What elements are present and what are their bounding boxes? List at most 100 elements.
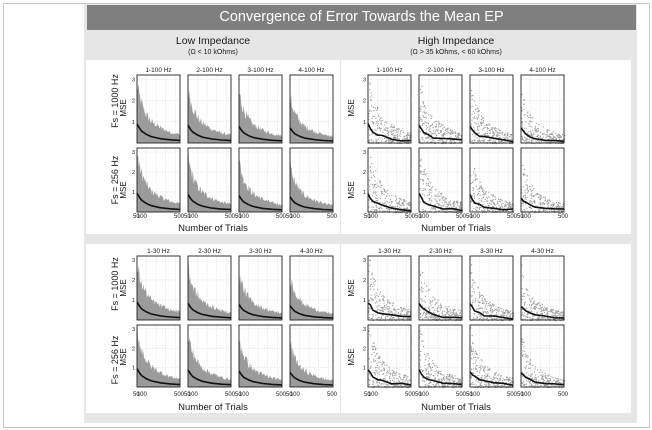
error-point [447, 379, 449, 381]
error-point [370, 366, 372, 368]
error-point [528, 141, 530, 143]
error-point [432, 362, 434, 364]
error-point [548, 381, 550, 383]
x-tick-label: 50 [364, 392, 371, 398]
subplot-frame [136, 255, 181, 321]
error-point [511, 143, 513, 145]
error-point [419, 363, 421, 365]
subplot-frame [187, 255, 232, 321]
error-point [434, 299, 436, 301]
error-point [550, 207, 552, 209]
error-point [522, 138, 524, 140]
error-point [398, 200, 400, 202]
error-point [525, 184, 527, 186]
error-point [483, 371, 485, 373]
error-point [403, 309, 405, 311]
error-point [443, 204, 445, 206]
error-point [550, 309, 552, 311]
error-point [533, 200, 535, 202]
error-point [551, 384, 553, 386]
error-point [459, 378, 461, 380]
error-point [406, 313, 408, 315]
error-point [420, 106, 422, 108]
error-point [503, 383, 505, 385]
error-point [486, 376, 488, 378]
error-point [484, 124, 486, 126]
subplot-frame [469, 74, 514, 144]
error-point [557, 204, 559, 206]
y-tick-label: 2 [132, 170, 135, 176]
error-point [473, 383, 475, 385]
error-point [369, 264, 371, 266]
error-point [451, 131, 453, 133]
error-point [438, 210, 440, 212]
error-point [538, 316, 540, 318]
error-point [378, 186, 380, 188]
error-point [381, 319, 383, 321]
error-point [470, 346, 472, 348]
error-point [427, 122, 429, 124]
error-point [397, 312, 399, 314]
error-point [534, 128, 536, 130]
error-point [374, 280, 376, 282]
error-point [537, 307, 539, 309]
error-point [521, 375, 523, 377]
error-point [478, 296, 480, 298]
error-point [429, 202, 431, 204]
error-point [397, 130, 399, 132]
error-point [407, 386, 409, 388]
x-tick-label: 500 [174, 392, 185, 398]
error-point [511, 133, 513, 135]
ylabel-mse: MSE [119, 279, 128, 296]
error-point [487, 200, 489, 202]
error-point [443, 132, 445, 134]
error-point [492, 379, 494, 381]
error-point [549, 378, 551, 380]
error-point [407, 313, 409, 315]
error-point [443, 315, 445, 317]
error-point [429, 300, 431, 302]
error-point [522, 174, 524, 176]
error-point [548, 138, 550, 140]
x-tick-label: 50 [517, 214, 524, 220]
error-point [379, 202, 381, 204]
error-point [524, 194, 526, 196]
error-point [449, 315, 451, 317]
error-point [480, 199, 482, 201]
error-point [369, 169, 371, 171]
error-point [509, 385, 511, 387]
error-point [435, 210, 437, 212]
error-point [385, 318, 387, 320]
error-point [474, 140, 476, 142]
error-point [484, 311, 486, 313]
error-point [377, 384, 379, 386]
error-point [376, 295, 378, 297]
error-point [534, 127, 536, 129]
error-point [478, 188, 480, 190]
error-point [492, 143, 494, 145]
error-point [423, 134, 425, 136]
error-point [420, 171, 422, 173]
error-point [506, 312, 508, 314]
error-point [443, 379, 445, 381]
error-point [368, 139, 370, 141]
error-point [403, 314, 405, 316]
error-point [472, 105, 474, 107]
error-point [387, 130, 389, 132]
error-point [454, 375, 456, 377]
error-point [479, 187, 481, 189]
error-point [529, 367, 531, 369]
error-point [445, 141, 447, 143]
error-point [403, 204, 405, 206]
error-point [548, 311, 550, 313]
error-point [526, 375, 528, 377]
error-point [386, 384, 388, 386]
error-point [448, 132, 450, 134]
error-point [375, 369, 377, 371]
error-point [455, 385, 457, 387]
error-point [425, 131, 427, 133]
error-point [434, 304, 436, 306]
subplot-title: 2-100 Hz [196, 67, 222, 74]
